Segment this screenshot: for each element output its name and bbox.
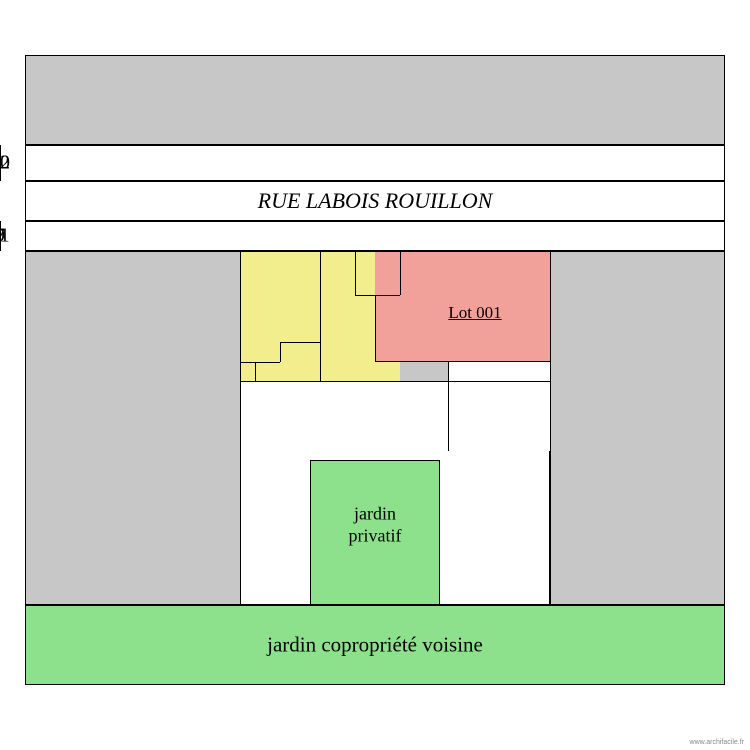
- north-parcels-row: [25, 145, 725, 181]
- private-garden-label: jardin privatif: [349, 502, 402, 547]
- parcel-10-label: 10: [0, 152, 10, 175]
- lot-001-label: Lot 001: [448, 303, 501, 323]
- shared-garden-label: jardin copropriété voisine: [267, 633, 483, 658]
- site-plan: 1210RUE LABOIS ROUILLON1197jardin coprop…: [0, 0, 750, 750]
- attribution-text: www.archifacile.fr: [690, 739, 744, 746]
- south-parcels-row: [25, 221, 725, 251]
- parcel-7-label: 7: [0, 225, 5, 248]
- top-gray-band: [25, 55, 725, 145]
- street-name: RUE LABOIS ROUILLON: [258, 188, 493, 214]
